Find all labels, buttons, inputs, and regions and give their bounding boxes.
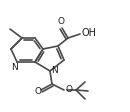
Text: O: O	[57, 17, 64, 26]
Text: O: O	[34, 86, 41, 96]
Text: N: N	[12, 63, 18, 72]
Text: O: O	[65, 84, 72, 94]
Text: N: N	[51, 66, 58, 74]
Text: OH: OH	[82, 28, 97, 38]
